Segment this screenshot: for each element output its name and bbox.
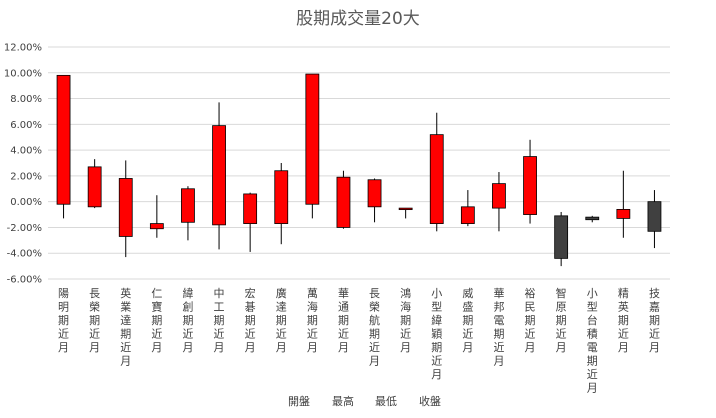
chart-title: 股期成交量20大 [296, 9, 420, 29]
legend-close: 收盤 [419, 394, 441, 408]
candle-body-0 [56, 74, 71, 205]
category-label-19: 技嘉期近月 [649, 287, 660, 354]
category-label-layer: 陽明期近月 長榮期近月 英業達期近月 仁寶期近月 緯創期近月 中工期近月 宏碁期近月 廣達期近… [58, 286, 660, 395]
y-tick-label-2: 8.00% [10, 94, 42, 105]
legend-open: 開盤 [288, 395, 310, 408]
category-label-4: 緯創期近月 [182, 286, 193, 354]
candle-body-3 [149, 223, 164, 230]
category-label-13: 威盛期近月 [462, 287, 473, 354]
category-label-8: 萬海期近月 [307, 287, 318, 354]
candle-body-5 [212, 125, 226, 226]
candle-body-9 [336, 176, 351, 228]
candle-body-16 [554, 215, 569, 259]
legend-high: 最高 [332, 394, 354, 408]
category-label-2: 英業達期近月 [120, 286, 131, 368]
category-label-18: 精英期近月 [618, 287, 629, 354]
category-label-15: 裕民期近月 [525, 287, 536, 354]
category-label-0: 陽明期近月 [58, 287, 69, 354]
candle-body-11 [398, 207, 413, 211]
category-label-9: 華通期近月 [338, 287, 349, 354]
y-tick-label-0: 12.00% [4, 43, 42, 54]
candle-body-2 [118, 178, 133, 237]
legend: 開盤 最高 最低 收盤 [288, 394, 441, 408]
category-label-3: 仁寶期近月 [151, 287, 162, 354]
candle-layer [56, 73, 662, 267]
candle-body-4 [181, 188, 195, 223]
candle-body-13 [460, 206, 475, 224]
candle-body-19 [647, 201, 662, 232]
y-tick-label-7: -2.00% [7, 223, 42, 234]
y-tick-label-9: -6.00% [7, 275, 42, 286]
candle-body-12 [429, 134, 444, 224]
candle-body-18 [616, 208, 631, 219]
category-label-10: 長榮航期近月 [369, 287, 380, 368]
category-label-14: 華邦電期近月 [493, 287, 504, 368]
candle-body-17 [585, 216, 600, 221]
category-label-1: 長榮期近月 [89, 287, 100, 354]
y-tick-label-1: 10.00% [4, 68, 42, 79]
legend-low: 最低 [375, 395, 397, 408]
candle-body-10 [367, 179, 382, 208]
y-tick-label-6: 0.00% [10, 197, 42, 208]
grid-layer: 12.00% 10.00% 8.00% 6.00% 4.00% 2.00% 0.00% -2.… [4, 43, 670, 286]
category-label-7: 廣達期近月 [276, 286, 287, 354]
y-tick-label-8: -4.00% [7, 249, 42, 260]
candle-body-14 [492, 183, 506, 209]
candle-body-1 [87, 166, 102, 208]
category-label-5: 中工期近月 [214, 287, 225, 354]
category-label-17: 小型台積電期近月 [587, 287, 598, 395]
candle-body-8 [305, 73, 320, 205]
y-tick-label-4: 4.00% [10, 146, 42, 157]
y-tick-label-3: 6.00% [10, 120, 42, 131]
category-label-11: 鴻海期近月 [400, 286, 411, 354]
y-tick-label-5: 2.00% [10, 171, 42, 182]
category-label-12: 小型緯穎期近月 [431, 287, 442, 381]
category-label-16: 智原期近月 [556, 286, 567, 354]
category-label-6: 宏碁期近月 [245, 286, 256, 354]
candle-body-7 [274, 170, 289, 224]
candle-body-6 [243, 193, 258, 224]
candle-body-15 [523, 156, 537, 215]
